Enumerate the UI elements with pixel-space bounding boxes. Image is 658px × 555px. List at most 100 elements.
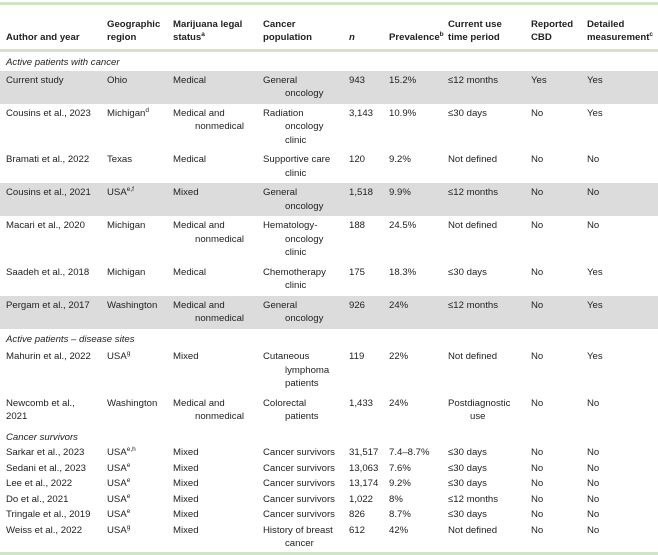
table-row: Lee et al., 2022 USAe Mixed Cancer survivor… bbox=[0, 476, 658, 492]
cell-text: 188 bbox=[349, 220, 366, 231]
cell-text: Ohio bbox=[107, 74, 128, 86]
cell-prevalence: 24% bbox=[383, 295, 442, 329]
cell-sample-size: 1,022 bbox=[343, 492, 383, 508]
cell-text: No bbox=[531, 299, 544, 311]
cell-text: Michigand bbox=[107, 107, 164, 121]
cell-text: Mixed bbox=[173, 187, 199, 198]
cell-detailed-measurement: Yes bbox=[581, 295, 658, 329]
cell-text: Mixed bbox=[173, 462, 199, 474]
cell-text: Supportive care bbox=[263, 154, 331, 165]
table-row: Macari et al., 2020 Michigan Medical and no… bbox=[0, 216, 658, 263]
cell-text: Sedani et al., 2023 bbox=[6, 462, 87, 474]
cell-text: Colorectal bbox=[263, 397, 307, 409]
table-row: Sedani et al., 2023 USAe Mixed Cancer survi… bbox=[0, 461, 658, 477]
cell-reported-cbd: No bbox=[525, 523, 581, 554]
cell-detailed-measurement: No bbox=[581, 507, 658, 523]
cell-prevalence: 9.2% bbox=[383, 150, 442, 183]
table-row: Tringale et al., 2019 USAe Mixed Cancer sur… bbox=[0, 507, 658, 523]
cell-text: Not defined bbox=[448, 351, 498, 362]
cell-author-year: Cousins et al., 2023 bbox=[0, 104, 101, 151]
cell-text: Washington bbox=[107, 299, 158, 311]
cell-geographic-region: Washington bbox=[101, 394, 167, 427]
cell-text: 24.5% bbox=[389, 220, 417, 231]
cell-legal-status: Mixed bbox=[167, 523, 257, 554]
column-header-label: Detailed measurement bbox=[587, 19, 650, 43]
cell-value: USA bbox=[107, 462, 127, 474]
cell-text: ≤12 months bbox=[448, 493, 499, 505]
cell-text: oncology bbox=[285, 88, 324, 99]
cell-geographic-region: USAg bbox=[101, 347, 167, 394]
cell-cancer-population: Cancer survivors bbox=[257, 476, 343, 492]
cell-time-period: ≤30 days bbox=[442, 507, 525, 523]
cell-legal-status: Mixed bbox=[167, 507, 257, 523]
cell-text: Mixed bbox=[173, 524, 199, 536]
cell-legal-status: Medical and nonmedical bbox=[167, 216, 257, 263]
cell-text: ≤12 months bbox=[448, 299, 499, 311]
footnote-marker: g bbox=[126, 349, 131, 357]
cell-prevalence: 10.9% bbox=[383, 104, 442, 151]
column-header-reported-cbd: Reported CBD bbox=[525, 4, 581, 51]
footnote-marker: e bbox=[126, 492, 131, 500]
cell-sample-size: 1,518 bbox=[343, 183, 383, 216]
cell-author-year: Sedani et al., 2023 bbox=[0, 461, 101, 477]
cell-text: Medical and bbox=[173, 107, 225, 119]
cell-text: ≤30 days bbox=[448, 447, 487, 458]
cell-text: ≤30 days bbox=[448, 478, 487, 489]
cell-text: Mahurin et al., 2022 bbox=[6, 351, 91, 362]
cell-time-period: ≤12 months bbox=[442, 183, 525, 216]
cell-text: No bbox=[587, 478, 600, 489]
cell-text: Hematology- bbox=[263, 220, 318, 231]
cell-sample-size: 31,517 bbox=[343, 445, 383, 461]
section-heading: Cancer survivors bbox=[6, 431, 78, 443]
cell-value: USA bbox=[107, 509, 127, 520]
cell-text: No bbox=[531, 351, 544, 362]
cell-text: No bbox=[531, 447, 544, 458]
cell-author-year: Mahurin et al., 2022 bbox=[0, 347, 101, 394]
footnote-marker: a bbox=[201, 30, 205, 38]
cell-author-year: Current study bbox=[0, 70, 101, 104]
cell-time-period: ≤30 days bbox=[442, 263, 525, 296]
cell-text: 22% bbox=[389, 351, 409, 362]
cell-text: 826 bbox=[349, 509, 366, 520]
cell-text: Medical and bbox=[173, 220, 225, 231]
cell-text: Yes bbox=[587, 107, 603, 119]
cell-text: USAe bbox=[107, 462, 164, 476]
cell-legal-status: Medical and nonmedical bbox=[167, 295, 257, 329]
cell-text: No bbox=[531, 220, 544, 231]
cell-text: History of breast bbox=[263, 524, 333, 536]
cell-text: No bbox=[531, 493, 544, 505]
cell-text: General bbox=[263, 74, 298, 86]
section-heading-row: Active patients with cancer bbox=[0, 51, 658, 71]
cell-text: 926 bbox=[349, 299, 366, 311]
cell-reported-cbd: No bbox=[525, 461, 581, 477]
cell-cancer-population: General oncology bbox=[257, 183, 343, 216]
column-header-label: Geographic region bbox=[107, 19, 161, 43]
cell-detailed-measurement: No bbox=[581, 183, 658, 216]
cell-time-period: Not defined bbox=[442, 216, 525, 263]
footnote-marker: b bbox=[439, 30, 444, 38]
cell-reported-cbd: No bbox=[525, 104, 581, 151]
cell-value: USA bbox=[107, 447, 127, 458]
cell-text: Yes bbox=[587, 266, 603, 278]
cell-author-year: Do et al., 2021 bbox=[0, 492, 101, 508]
cell-sample-size: 13,174 bbox=[343, 476, 383, 492]
cell-text: No bbox=[587, 447, 600, 458]
cell-text: 943 bbox=[349, 74, 366, 86]
cell-reported-cbd: No bbox=[525, 295, 581, 329]
cell-legal-status: Medical and nonmedical bbox=[167, 394, 257, 427]
cell-text: 120 bbox=[349, 154, 366, 165]
table-row: Cousins et al., 2023 Michigand Medical and… bbox=[0, 104, 658, 151]
cell-text: No bbox=[587, 397, 600, 409]
cell-text: patients bbox=[285, 378, 319, 389]
cell-text: USAe bbox=[107, 477, 164, 491]
cell-time-period: ≤12 months bbox=[442, 295, 525, 329]
cell-text: Mixed bbox=[173, 351, 199, 362]
cell-text: Weiss et al., 2022 bbox=[6, 524, 83, 536]
cell-text: Chemotherapy bbox=[263, 266, 326, 278]
cell-sample-size: 1,433 bbox=[343, 394, 383, 427]
cell-reported-cbd: No bbox=[525, 394, 581, 427]
cell-text: Pergam et al., 2017 bbox=[6, 299, 90, 311]
cell-text: nonmedical bbox=[195, 233, 245, 245]
table-row: Current study Ohio Medical General oncology 9… bbox=[0, 70, 658, 104]
cell-prevalence: 42% bbox=[383, 523, 442, 554]
